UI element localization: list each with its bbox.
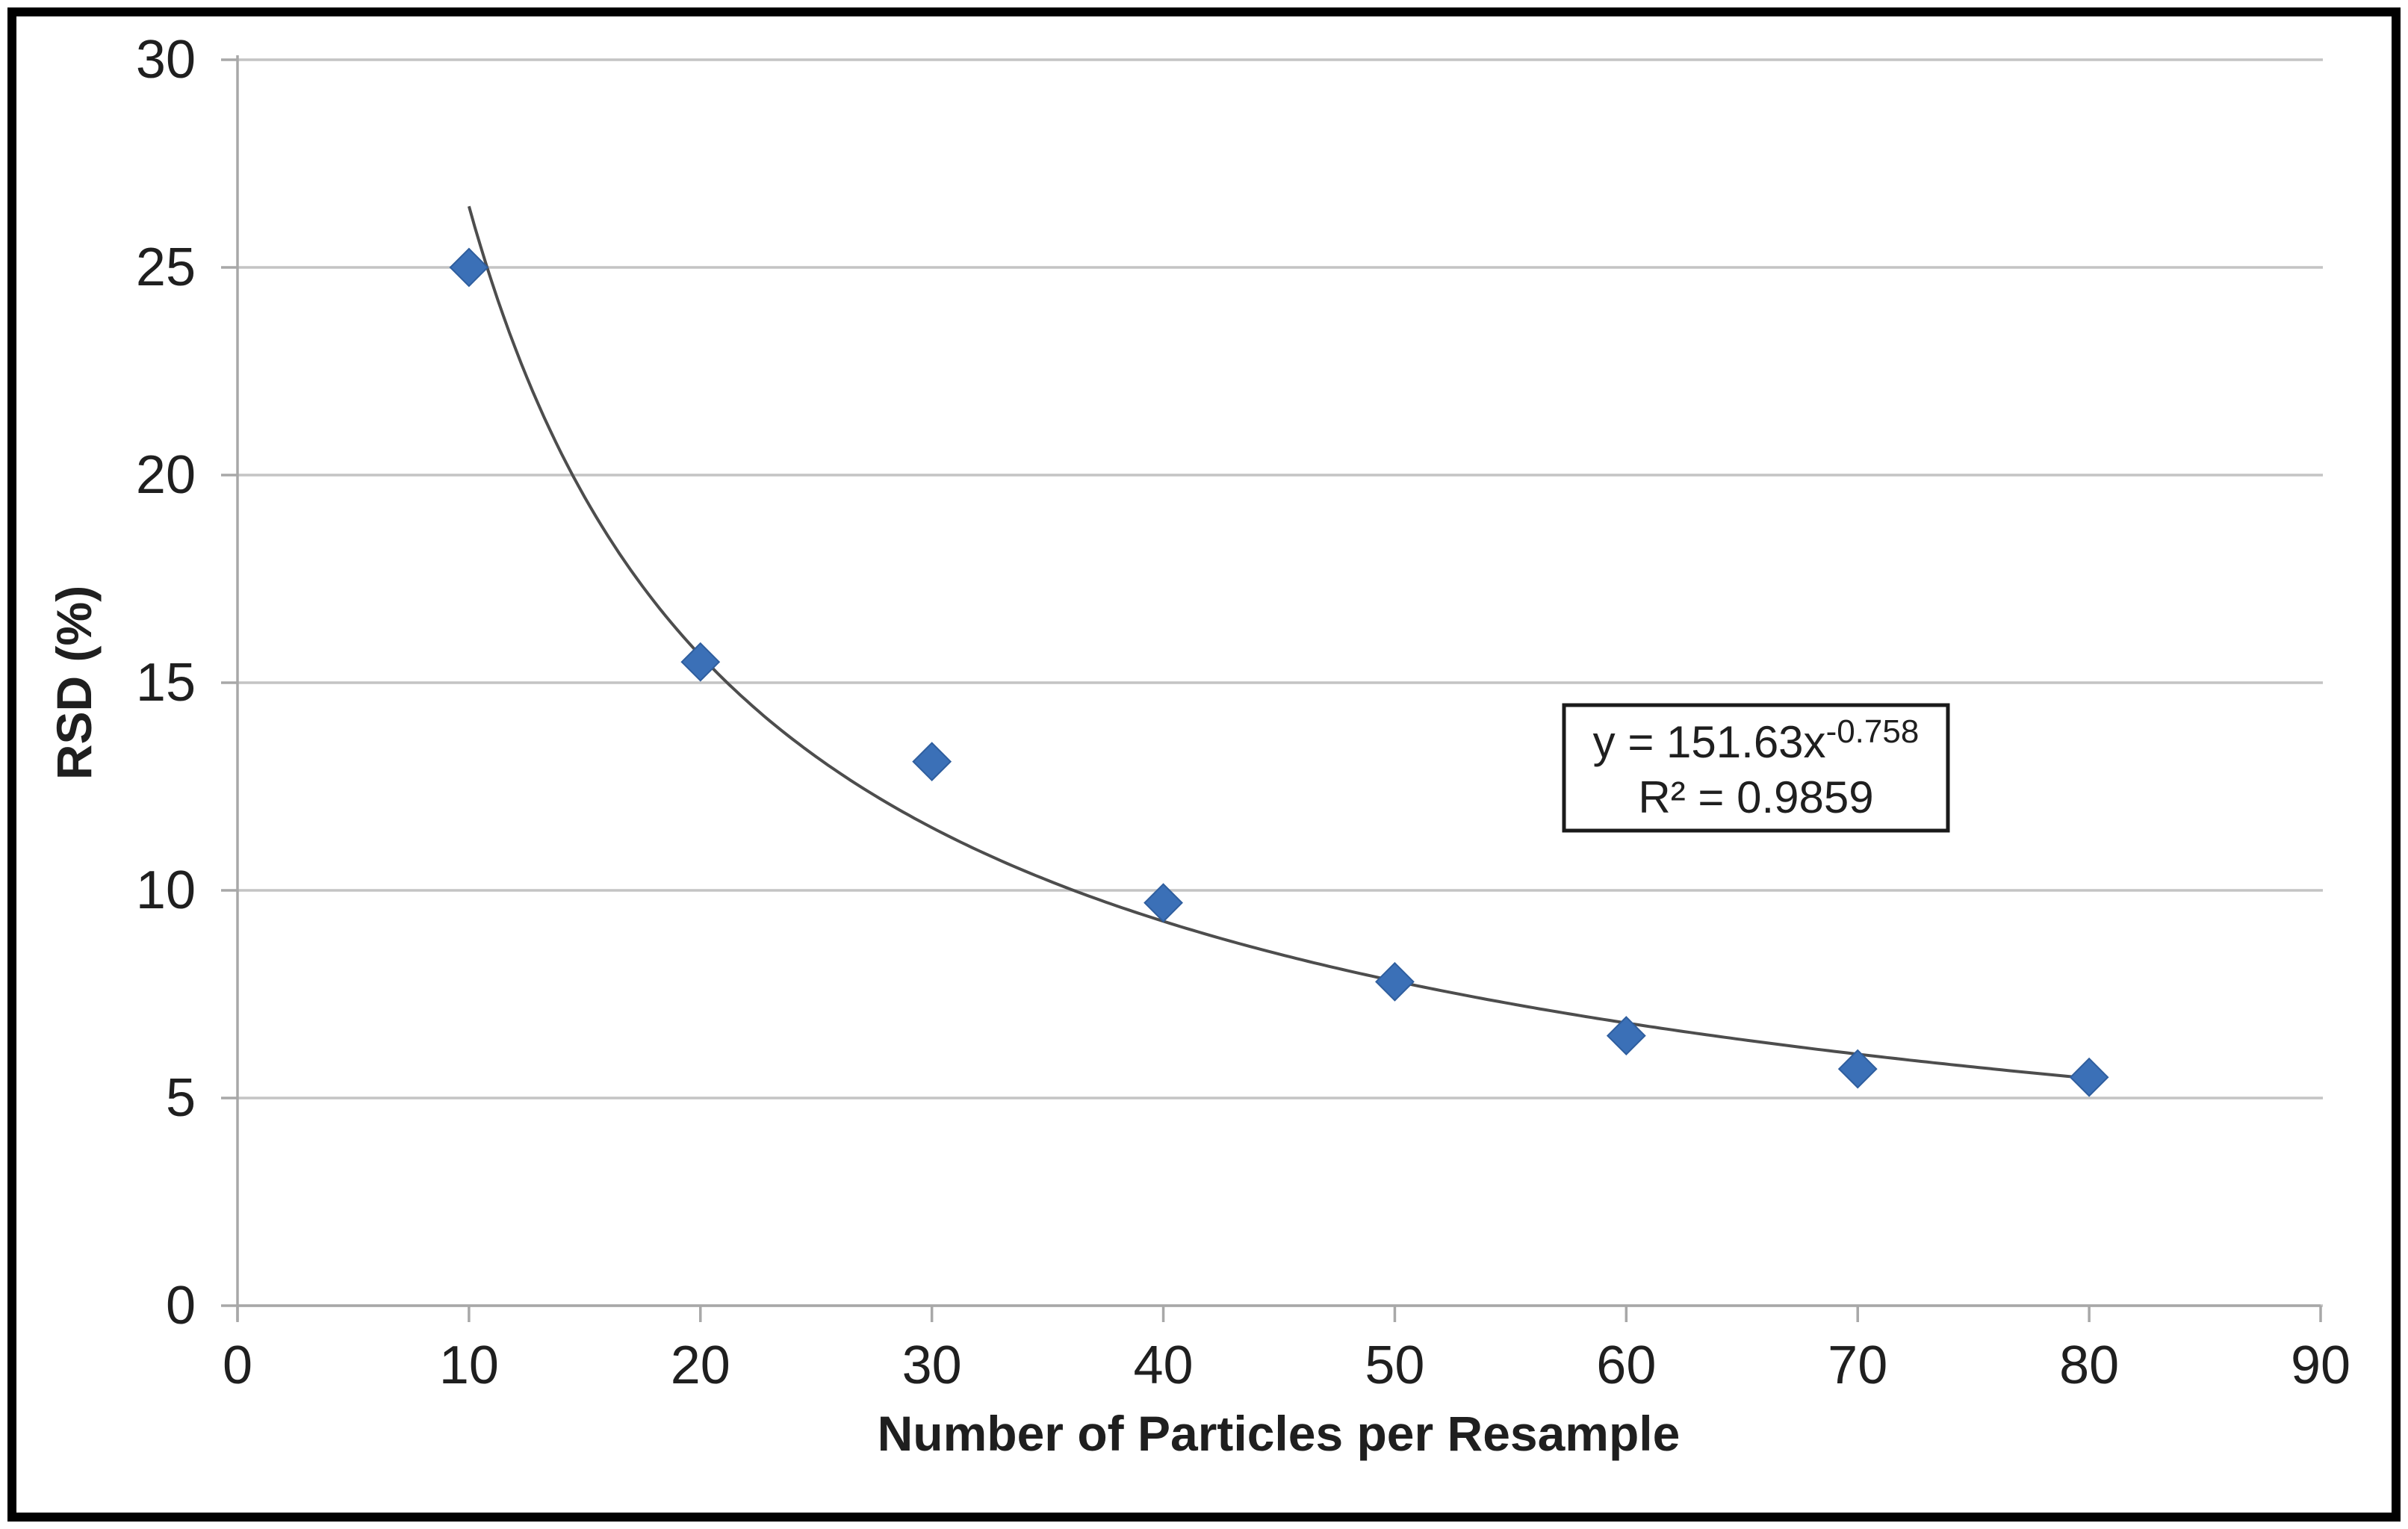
data-point-diamond	[2069, 1057, 2109, 1097]
y-tick-label: 0	[166, 1276, 196, 1336]
y-tick-label: 5	[166, 1068, 196, 1128]
equation-text: y = 151.63x-0.758	[1593, 713, 1920, 767]
y-tick-label: 10	[136, 860, 196, 920]
x-tick-label: 30	[902, 1336, 962, 1395]
y-tick-label: 15	[136, 653, 196, 713]
equation-box-border	[1562, 703, 1950, 833]
y-tick-label: 20	[136, 445, 196, 505]
x-tick-label: 70	[1828, 1336, 1887, 1395]
data-points	[449, 247, 2109, 1097]
y-axis-title: RSD (%)	[46, 586, 102, 780]
x-tick-label: 80	[2059, 1336, 2119, 1395]
x-axis-title: Number of Particles per Resample	[878, 1406, 1681, 1461]
axis-ticks: 0 5 10 15 20 25 30 0 10 20 30 40 50 60 70 80 90	[136, 30, 2350, 1395]
r-squared-text: R² = 0.9859	[1638, 772, 1873, 822]
trendline	[467, 205, 2101, 1082]
x-tick-label: 50	[1365, 1336, 1424, 1395]
x-tick-label: 10	[439, 1336, 499, 1395]
figure-border	[7, 7, 2401, 1522]
data-point-diamond	[1375, 961, 1415, 1002]
data-point-diamond	[680, 642, 721, 682]
y-tick-label: 30	[136, 30, 196, 90]
data-point-diamond	[1144, 883, 1183, 923]
x-tick-label: 20	[671, 1336, 730, 1395]
x-tick-label: 60	[1596, 1336, 1656, 1395]
data-point-diamond	[1837, 1049, 1878, 1089]
equation-exponent: -0.758	[1826, 713, 1920, 750]
x-tick-label: 90	[2291, 1336, 2350, 1395]
data-point-diamond	[1606, 1016, 1646, 1056]
data-point-diamond	[449, 247, 489, 288]
y-tick-label: 25	[136, 238, 196, 297]
x-tick-label: 40	[1134, 1336, 1194, 1395]
x-tick-label: 0	[223, 1336, 252, 1395]
data-point-diamond	[912, 742, 952, 782]
